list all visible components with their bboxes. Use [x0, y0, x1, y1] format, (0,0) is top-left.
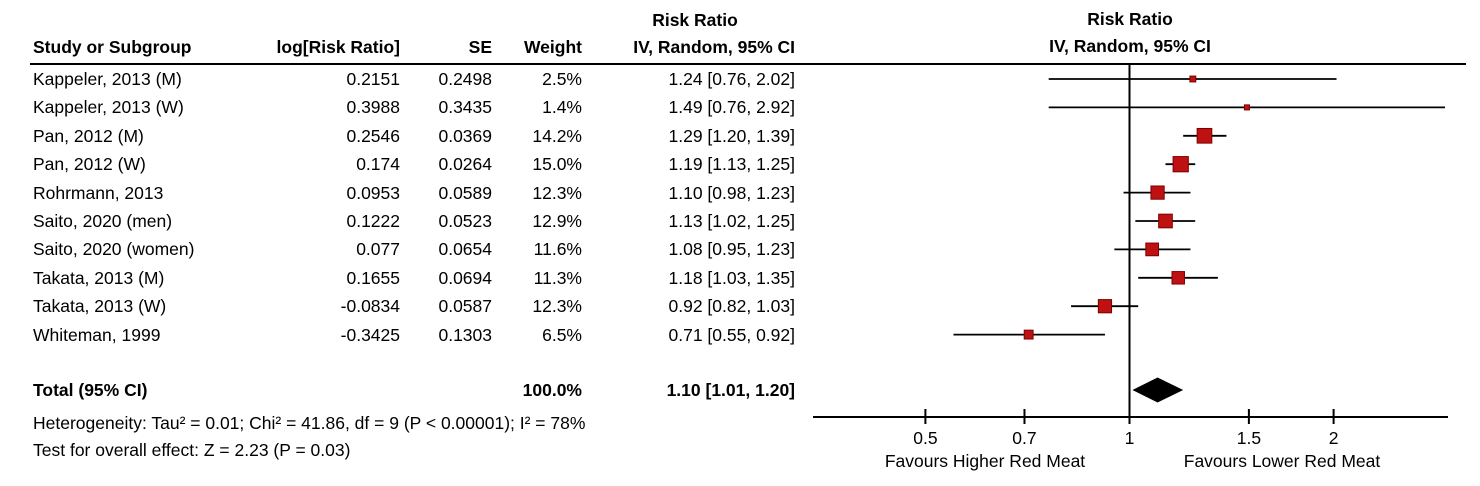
se-value: 0.0587 [438, 296, 492, 316]
se-value: 0.0523 [438, 211, 492, 231]
study-name: Pan, 2012 (W) [33, 154, 146, 174]
axis-tick-label: 1 [1125, 428, 1135, 448]
study-row: Takata, 2013 (M) 0.1655 0.0694 11.3% 1.18 [1… [0, 264, 1480, 292]
weight-value: 1.4% [542, 97, 582, 117]
study-name: Takata, 2013 (M) [33, 268, 165, 288]
effect-square [1196, 127, 1213, 144]
total-weight: 100.0% [522, 380, 582, 400]
weight-value: 12.9% [532, 211, 582, 231]
column-header-log-risk-ratio: log[Risk Ratio] [276, 37, 400, 57]
column-header-se: SE [468, 37, 492, 57]
effect-column-title: Risk Ratio [652, 10, 738, 30]
ci-text-value: 1.19 [1.13, 1.25] [668, 154, 796, 174]
study-row: Kappeler, 2013 (M) 0.2151 0.2498 2.5% 1.24 [… [0, 65, 1480, 93]
weight-value: 11.3% [533, 268, 582, 288]
effect-square [1172, 156, 1189, 173]
ci-text-value: 1.18 [1.03, 1.35] [668, 268, 796, 288]
weight-value: 11.6% [533, 239, 582, 259]
ci-text-value: 1.08 [0.95, 1.23] [668, 239, 796, 259]
study-row: Whiteman, 1999 -0.3425 0.1303 6.5% 0.71 [0.5… [0, 321, 1480, 349]
weight-value: 2.5% [542, 69, 582, 89]
plot-header-line1: Risk Ratio [1087, 9, 1173, 29]
table-header-line2: Study or Subgroup log[Risk Ratio] SE Wei… [0, 33, 1480, 59]
study-row: Kappeler, 2013 (W) 0.3988 0.3435 1.4% 1.49 [… [0, 93, 1480, 121]
total-row: Total (95% CI) 100.0% 1.10 [1.01, 1.20] [0, 376, 1480, 404]
study-row: Saito, 2020 (men) 0.1222 0.0523 12.9% 1.13 [… [0, 207, 1480, 235]
se-value: 0.2498 [438, 69, 492, 89]
log-risk-ratio-value: 0.077 [356, 239, 400, 259]
weight-value: 15.0% [532, 154, 582, 174]
total-ci: 1.10 [1.01, 1.20] [666, 380, 795, 400]
ci-text-value: 1.10 [0.98, 1.23] [668, 183, 796, 203]
total-label: Total (95% CI) [33, 380, 148, 400]
ci-text-value: 1.13 [1.02, 1.25] [668, 211, 796, 231]
table-header-line1: Risk Ratio [0, 6, 1480, 32]
study-row: Pan, 2012 (M) 0.2546 0.0369 14.2% 1.29 [1.20… [0, 122, 1480, 150]
log-risk-ratio-value: 0.2151 [346, 69, 400, 89]
weight-value: 12.3% [532, 183, 582, 203]
study-name: Saito, 2020 (women) [33, 239, 195, 259]
effect-square [1097, 299, 1113, 314]
log-risk-ratio-value: 0.1655 [346, 268, 400, 288]
se-value: 0.0694 [438, 268, 492, 288]
study-name: Kappeler, 2013 (W) [33, 97, 184, 117]
study-name: Pan, 2012 (M) [33, 126, 144, 146]
effect-square [1189, 75, 1197, 83]
effect-square [1145, 242, 1160, 257]
weight-value: 14.2% [532, 126, 582, 146]
se-value: 0.3435 [438, 97, 492, 117]
axis-tick-label: 0.7 [1012, 428, 1036, 448]
column-header-study: Study or Subgroup [33, 37, 192, 57]
se-value: 0.1303 [438, 325, 492, 345]
ci-text-value: 0.71 [0.55, 0.92] [668, 325, 796, 345]
log-risk-ratio-value: -0.3425 [340, 325, 400, 345]
study-name: Saito, 2020 (men) [33, 211, 173, 231]
ci-text-value: 1.24 [0.76, 2.02] [668, 69, 796, 89]
plot-header-line2: IV, Random, 95% CI [1049, 36, 1211, 56]
effect-square [1150, 185, 1165, 200]
log-risk-ratio-value: 0.1222 [346, 211, 400, 231]
study-name: Rohrmann, 2013 [33, 183, 164, 203]
weight-value: 6.5% [542, 325, 582, 345]
effect-square [1243, 104, 1250, 111]
heterogeneity-text: Heterogeneity: Tau² = 0.01; Chi² = 41.86… [33, 413, 586, 433]
study-name: Whiteman, 1999 [33, 325, 161, 345]
log-risk-ratio-value: 0.3988 [346, 97, 400, 117]
effect-square [1023, 329, 1034, 340]
se-value: 0.0369 [438, 126, 492, 146]
effect-square [1158, 213, 1173, 229]
study-name: Takata, 2013 (W) [33, 296, 167, 316]
weight-value: 12.3% [532, 296, 582, 316]
log-risk-ratio-value: 0.174 [356, 154, 400, 174]
axis-tick-label: 2 [1329, 428, 1339, 448]
study-row: Takata, 2013 (W) -0.0834 0.0587 12.3% 0.92 [… [0, 292, 1480, 320]
column-header-weight: Weight [523, 37, 582, 57]
se-value: 0.0589 [438, 183, 492, 203]
total-diamond [1132, 377, 1184, 403]
column-header-ci: IV, Random, 95% CI [633, 37, 795, 57]
favours-left-label: Favours Higher Red Meat [885, 451, 1085, 471]
study-row: Saito, 2020 (women) 0.077 0.0654 11.6% 1.08 … [0, 235, 1480, 263]
study-row: Rohrmann, 2013 0.0953 0.0589 12.3% 1.10 [0.9… [0, 179, 1480, 207]
effect-square [1171, 271, 1185, 285]
ci-text-value: 0.92 [0.82, 1.03] [668, 296, 796, 316]
log-risk-ratio-value: 0.0953 [346, 183, 400, 203]
se-value: 0.0654 [438, 239, 492, 259]
study-row: Pan, 2012 (W) 0.174 0.0264 15.0% 1.19 [1.13,… [0, 150, 1480, 178]
se-value: 0.0264 [438, 154, 492, 174]
ci-text-value: 1.29 [1.20, 1.39] [668, 126, 796, 146]
overall-effect-text: Test for overall effect: Z = 2.23 (P = 0… [33, 440, 351, 460]
favours-right-label: Favours Lower Red Meat [1184, 451, 1381, 471]
axis-tick-label: 0.5 [913, 428, 937, 448]
log-risk-ratio-value: 0.2546 [346, 126, 400, 146]
ci-text-value: 1.49 [0.76, 2.92] [668, 97, 796, 117]
axis-tick-label: 1.5 [1237, 428, 1261, 448]
study-name: Kappeler, 2013 (M) [33, 69, 182, 89]
log-risk-ratio-value: -0.0834 [340, 296, 400, 316]
